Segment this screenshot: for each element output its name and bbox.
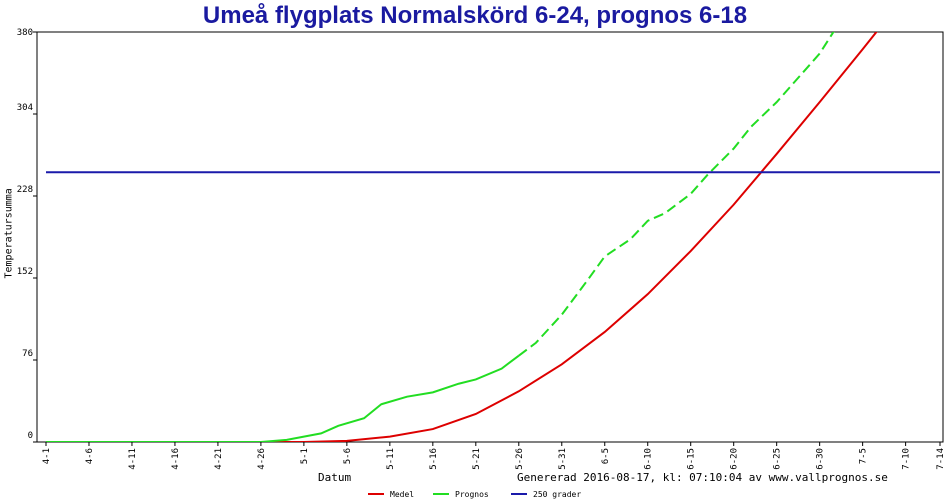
y-tick-label-5: 380 [17, 28, 33, 38]
x-tick-label-18: 6-30 [816, 448, 826, 470]
x-tick-label-11: 5-26 [515, 448, 525, 470]
x-axis-label: Datum [318, 471, 352, 484]
x-tick-label-5: 4-26 [257, 448, 267, 470]
x-tick-label-2: 4-11 [128, 448, 138, 470]
x-tick-label-4: 4-21 [214, 448, 224, 470]
series-group [46, 32, 940, 442]
legend-item-medel: Medel [368, 489, 414, 499]
x-tick-label-7: 5-6 [343, 448, 353, 464]
x-tick-label-21: 7-14 [936, 448, 946, 470]
y-tick-label-3: 228 [17, 185, 33, 195]
legend-swatch-250-grader [511, 493, 527, 495]
y-tick-label-1: 76 [22, 349, 33, 359]
x-tick-label-16: 6-20 [730, 448, 740, 470]
y-tick-label-2: 152 [17, 267, 33, 277]
legend-item-prognos: Prognos [433, 489, 489, 499]
x-tick-label-17: 6-25 [773, 448, 783, 470]
x-tick-label-15: 6-15 [687, 448, 697, 470]
legend-label-250-grader: 250 grader [533, 489, 582, 499]
x-tick-label-6: 5-1 [300, 448, 310, 464]
x-tick-label-19: 7-5 [859, 448, 869, 464]
x-tick-label-10: 5-21 [472, 448, 482, 470]
plot-frame [36, 31, 944, 443]
legend-item-250-grader: 250 grader [511, 489, 581, 499]
x-tick-label-8: 5-11 [386, 448, 396, 470]
chart-title: Umeå flygplats Normalskörd 6-24, prognos… [202, 2, 748, 29]
legend-label-medel: Medel [390, 489, 415, 499]
x-tick-label-12: 5-31 [558, 448, 568, 470]
x-tick-label-9: 5-16 [429, 448, 439, 470]
series-line-prognos-forecast [518, 32, 835, 357]
x-tick-label-3: 4-16 [171, 448, 181, 470]
x-tick-label-20: 7-10 [902, 448, 912, 470]
y-tick-label-0: 0 [28, 431, 33, 441]
generated-info: Genererad 2016-08-17, kl: 07:10:04 av ww… [517, 471, 888, 484]
x-tick-label-13: 6-5 [601, 448, 611, 464]
legend-swatch-medel [368, 493, 384, 495]
legend-label-prognos: Prognos [455, 489, 489, 499]
y-axis-label: Temperatursumma [3, 188, 15, 279]
x-tick-label-14: 6-10 [644, 448, 654, 470]
series-line-prognos-observed [46, 354, 520, 442]
x-tick-label-0: 4-1 [42, 448, 52, 464]
legend-swatch-prognos [433, 493, 449, 495]
y-tick-label-4: 304 [17, 103, 33, 113]
x-tick-label-1: 4-6 [85, 448, 95, 464]
series-line-medel [46, 32, 878, 442]
